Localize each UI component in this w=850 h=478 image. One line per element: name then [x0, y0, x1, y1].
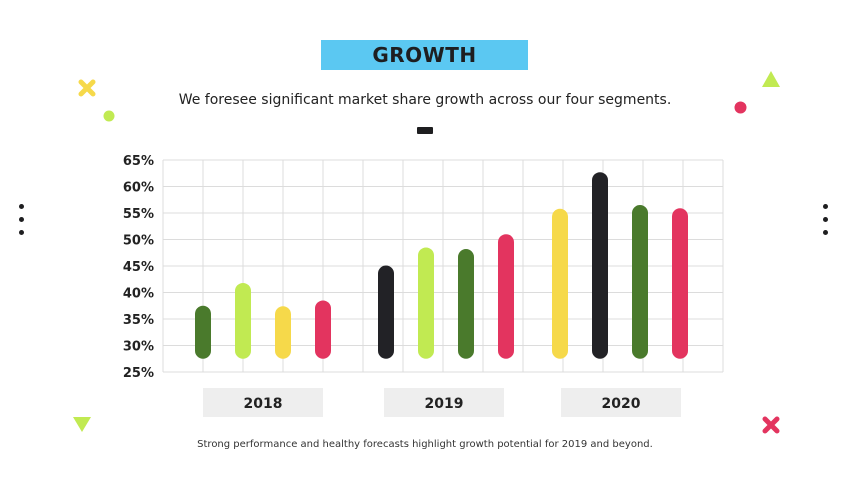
y-tick-label: 30% [123, 340, 154, 355]
y-tick-label: 35% [123, 313, 154, 328]
slide-title: GROWTH [372, 43, 477, 67]
y-tick-label: 55% [123, 207, 154, 222]
right-dots-icon [823, 204, 829, 243]
y-tick-label: 60% [123, 181, 154, 196]
group-label-box [561, 388, 681, 417]
group-label: 2019 [425, 396, 464, 412]
lime-triangle-down-icon [73, 417, 91, 432]
lime-dot-icon [103, 110, 115, 122]
pink-dot-icon [734, 101, 747, 114]
y-tick-label: 65% [123, 154, 154, 169]
title-banner: GROWTH [321, 40, 528, 70]
pink-cross-icon [762, 416, 780, 434]
left-dots-icon [19, 204, 25, 243]
y-tick-label: 25% [123, 366, 154, 381]
y-tick-label: 50% [123, 234, 154, 249]
group-label: 2018 [244, 396, 283, 412]
slide-subtitle: We foresee significant market share grow… [178, 92, 672, 108]
group-label-box [203, 388, 323, 417]
group-label: 2020 [602, 396, 641, 412]
y-tick-label: 45% [123, 260, 154, 275]
yellow-cross-icon [78, 79, 96, 97]
group-label-box [384, 388, 504, 417]
slide-caption: Strong performance and healthy forecasts… [197, 439, 653, 450]
y-tick-label: 40% [123, 287, 154, 302]
lime-triangle-icon [762, 71, 780, 87]
dash-divider [417, 127, 433, 134]
